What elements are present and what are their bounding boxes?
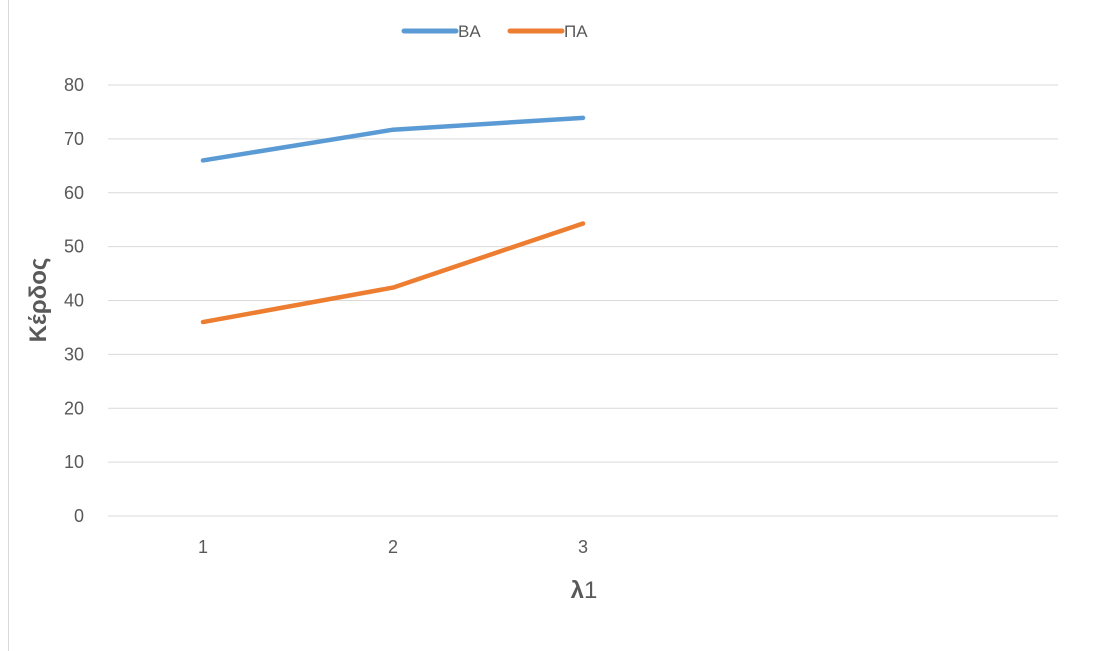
series-line-ba — [200, 115, 586, 163]
y-tick-label: 0 — [74, 506, 84, 526]
y-tick-label: 80 — [64, 75, 84, 95]
x-tick-label: 3 — [578, 537, 588, 557]
y-tick-label: 30 — [64, 344, 84, 364]
series-line-pa — [200, 221, 586, 325]
y-axis-title: Κέρδος — [25, 258, 52, 343]
y-tick-label: 60 — [64, 183, 84, 203]
series-lines — [200, 115, 586, 325]
legend-label-pa: ΠΑ — [564, 22, 588, 41]
x-axis-title-symbol: λ — [571, 577, 584, 604]
x-tick-labels: 1 2 3 — [198, 537, 588, 557]
y-tick-labels: 0 10 20 30 40 50 60 70 80 — [64, 75, 84, 526]
x-tick-label: 2 — [388, 537, 398, 557]
x-tick-label: 1 — [198, 537, 208, 557]
legend: BA ΠΑ — [401, 22, 588, 41]
y-tick-label: 50 — [64, 237, 84, 257]
gridlines — [108, 84, 1058, 517]
chart-frame — [8, 0, 1110, 651]
x-axis-title-subscript: 1 — [584, 577, 597, 604]
y-tick-label: 20 — [64, 398, 84, 418]
y-tick-label: 40 — [64, 291, 84, 311]
legend-label-ba: BA — [458, 22, 481, 41]
x-axis-title: λ1 — [571, 577, 598, 604]
y-tick-label: 70 — [64, 129, 84, 149]
y-tick-label: 10 — [64, 452, 84, 472]
